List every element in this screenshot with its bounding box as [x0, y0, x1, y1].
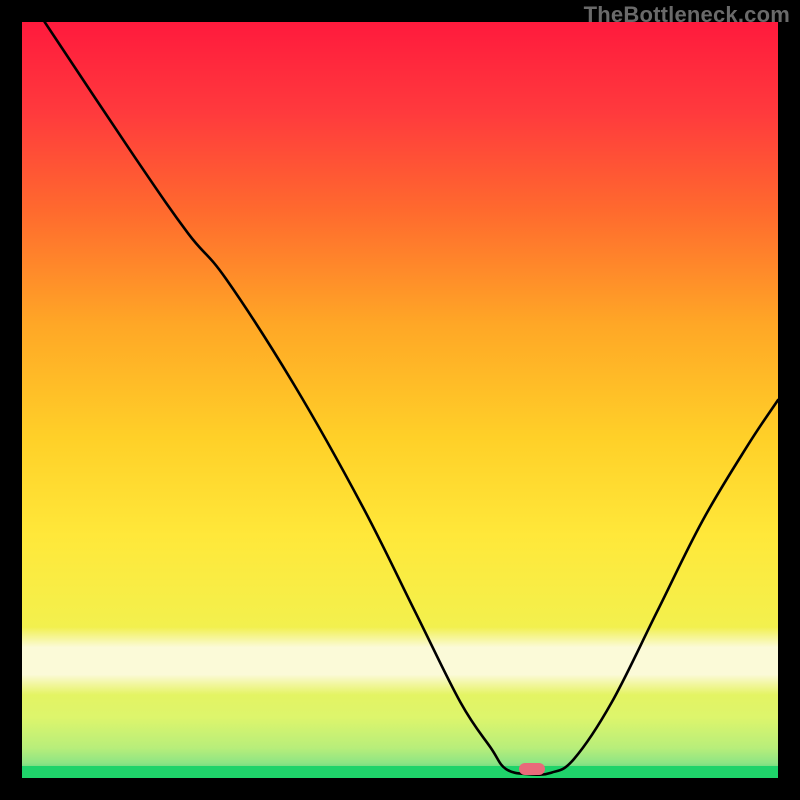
chart-canvas: TheBottleneck.com	[0, 0, 800, 800]
bottleneck-curve	[22, 22, 778, 778]
optimal-point-marker	[519, 763, 545, 775]
plot-area	[22, 22, 778, 778]
